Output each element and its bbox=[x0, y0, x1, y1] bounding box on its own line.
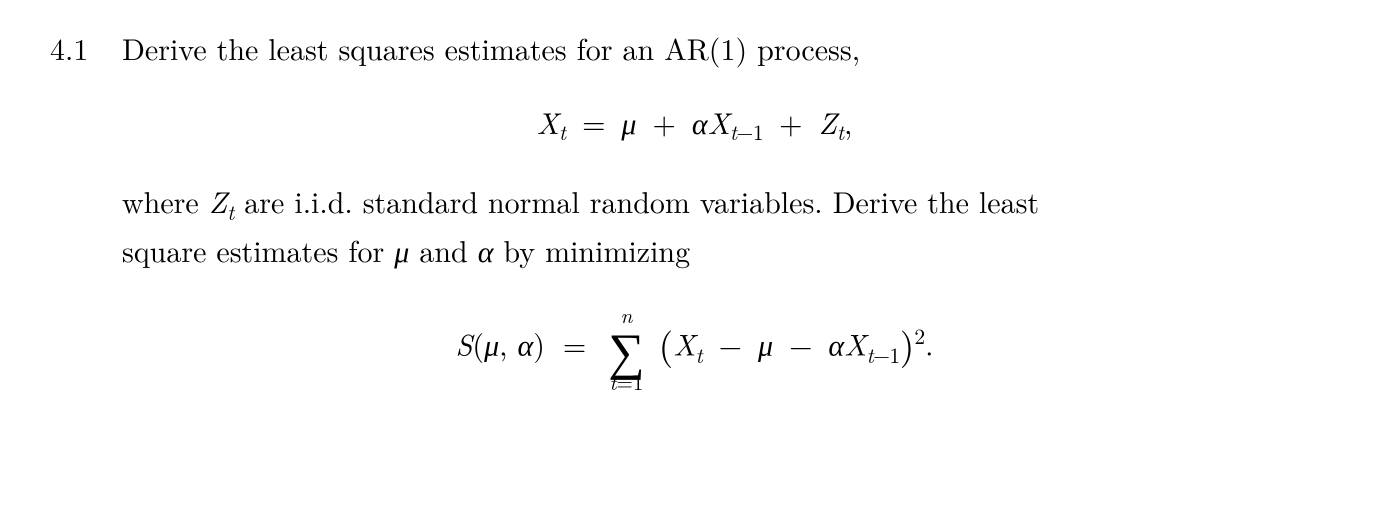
page: 4.1 Derive the least squares estimates f… bbox=[0, 0, 1389, 515]
eq2-alpha: α bbox=[517, 322, 533, 365]
line3-alpha: α bbox=[478, 228, 494, 271]
eq1-X: X bbox=[537, 100, 559, 143]
line2-sub-t: t bbox=[227, 197, 234, 227]
line3-and: and bbox=[409, 228, 477, 271]
eq1-equals: = bbox=[576, 100, 611, 143]
eq1-Z: Z bbox=[818, 100, 836, 143]
line1-text: Derive the least squares estimates for a… bbox=[122, 26, 860, 70]
eq1-sub-tminus1: tt−1−1 bbox=[730, 117, 763, 147]
eq2-mu: μ bbox=[484, 322, 499, 365]
eq2-S: S bbox=[456, 322, 473, 365]
eq1-sub-t: t bbox=[559, 117, 566, 147]
eq2-X2: X bbox=[844, 322, 866, 365]
eq2-close: ) bbox=[533, 322, 545, 365]
eq2-sq: 2 bbox=[914, 321, 925, 351]
sum-lower-eq: =1 bbox=[616, 367, 643, 397]
eq2-open: ( bbox=[472, 322, 484, 365]
eq2-minus2: − bbox=[783, 322, 818, 365]
eq1-comma: , bbox=[844, 100, 852, 143]
line3a: square estimates for bbox=[122, 228, 394, 271]
eq1-plus1: + bbox=[646, 100, 681, 143]
equation-1: Xt = μ + αXtt−1−1 + Zt, bbox=[50, 100, 1339, 149]
eq1-sub-t2: t bbox=[837, 117, 844, 147]
eq2-equals: = bbox=[555, 322, 594, 365]
sum-symbol: ∑ bbox=[608, 326, 644, 372]
line3b: by minimizing bbox=[493, 228, 690, 271]
section-number: 4.1 bbox=[50, 26, 122, 70]
eq2-period: . bbox=[925, 322, 933, 365]
eq1-X2: X bbox=[708, 100, 730, 143]
eq2-X: X bbox=[673, 322, 695, 365]
line2a: where bbox=[122, 179, 209, 222]
eq2-alpha2: α bbox=[828, 322, 844, 365]
eq1-sub-tminus1-t: t bbox=[730, 117, 737, 147]
eq2-sub-tminus1-t: t bbox=[866, 340, 873, 370]
eq2-rparen: ) bbox=[900, 317, 915, 370]
equation-2: S(μ, α) = n ∑ t=1 (Xt − μ − αXt−1)2. bbox=[50, 305, 1339, 393]
line2-Z: Z bbox=[209, 179, 227, 222]
sum-operator: n ∑ t=1 bbox=[608, 305, 644, 393]
eq2-sub-t: t bbox=[695, 340, 702, 370]
eq1-mu: μ bbox=[621, 100, 636, 143]
sum-lower: t=1 bbox=[608, 372, 644, 393]
eq2-sp bbox=[507, 322, 517, 365]
eq1-plus2: + bbox=[773, 100, 808, 143]
line2: where Zt are i.i.d. standard normal rand… bbox=[122, 179, 1339, 228]
eq2-minus1: − bbox=[713, 322, 748, 365]
problem-heading-line: 4.1 Derive the least squares estimates f… bbox=[50, 26, 1339, 70]
eq1-alpha: α bbox=[692, 100, 708, 143]
line3-mu: μ bbox=[394, 228, 409, 271]
eq2-lparen: ( bbox=[659, 317, 674, 370]
eq2-mu2: μ bbox=[758, 322, 773, 365]
eq2-sub-tminus1: t−1 bbox=[866, 340, 899, 370]
line2b: are i.i.d. standard normal random variab… bbox=[234, 179, 1039, 222]
line3: square estimates for μ and α by minimizi… bbox=[122, 228, 1339, 272]
